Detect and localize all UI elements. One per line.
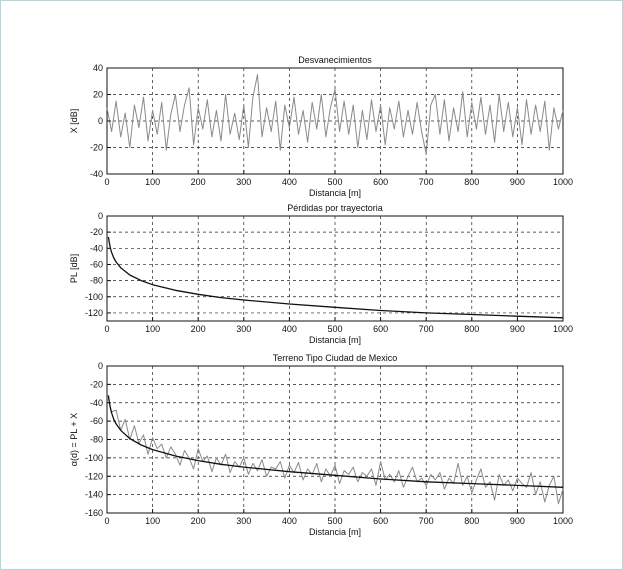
y-tick-label: -80 xyxy=(90,435,103,445)
y-tick-label: -40 xyxy=(90,169,103,179)
x-tick-label: 400 xyxy=(282,177,297,187)
series-line-noise xyxy=(106,74,564,155)
y-tick-label: 40 xyxy=(93,63,103,73)
x-tick-label: 500 xyxy=(327,324,342,334)
x-axis-label: Distancia [m] xyxy=(309,335,361,345)
x-tick-label: 900 xyxy=(510,324,525,334)
x-tick-label: 0 xyxy=(104,516,109,526)
x-tick-label: 1000 xyxy=(553,177,573,187)
x-tick-label: 800 xyxy=(464,516,479,526)
y-tick-label: 0 xyxy=(98,116,103,126)
x-tick-label: 100 xyxy=(145,177,160,187)
chart-title: Pérdidas por trayectoria xyxy=(287,203,383,213)
series-line-curve xyxy=(107,395,564,488)
x-tick-label: 400 xyxy=(282,516,297,526)
x-tick-label: 600 xyxy=(373,177,388,187)
chart-desvanecimientos: 0 100 200 300 400 500 600 700 800 900 1000 -40 -20 0 2… xyxy=(69,55,573,198)
chart-terreno: 0 100 200 300 400 500 600 700 800 900 1000 0 -20 -40 -… xyxy=(69,353,573,537)
y-tick-label: -60 xyxy=(90,259,103,269)
y-tick-label: -60 xyxy=(90,416,103,426)
x-tick-label: 100 xyxy=(145,516,160,526)
x-tick-label: 300 xyxy=(236,177,251,187)
y-tick-label: -160 xyxy=(85,508,103,518)
plot-area xyxy=(106,215,564,322)
y-tick-label: -100 xyxy=(85,292,103,302)
y-axis-label: PL [dB] xyxy=(69,254,79,283)
y-tick-label: -140 xyxy=(85,490,103,500)
x-tick-label: 200 xyxy=(191,324,206,334)
series-line-curve xyxy=(107,236,564,319)
chart-title: Desvanecimientos xyxy=(298,55,372,65)
x-tick-label: 300 xyxy=(236,516,251,526)
y-tick-label: -120 xyxy=(85,471,103,481)
x-tick-label: 500 xyxy=(327,177,342,187)
y-tick-label: -120 xyxy=(85,308,103,318)
y-tick-label: -20 xyxy=(90,227,103,237)
y-tick-label: -40 xyxy=(90,398,103,408)
x-tick-label: 800 xyxy=(464,324,479,334)
series-line-noise xyxy=(107,398,564,505)
chart-perdidas: 0 100 200 300 400 500 600 700 800 900 1000 0 -20 -40 -… xyxy=(69,203,573,345)
x-tick-label: 200 xyxy=(191,177,206,187)
x-tick-label: 1000 xyxy=(553,516,573,526)
y-axis-label: α(d) = PL + X xyxy=(69,413,79,466)
y-axis-label: X [dB] xyxy=(69,109,79,134)
y-tick-label: -20 xyxy=(90,143,103,153)
x-tick-label: 500 xyxy=(327,516,342,526)
x-tick-label: 600 xyxy=(373,324,388,334)
x-tick-label: 300 xyxy=(236,324,251,334)
y-tick-label: -40 xyxy=(90,243,103,253)
x-tick-label: 900 xyxy=(510,516,525,526)
x-tick-label: 700 xyxy=(419,177,434,187)
x-tick-label: 700 xyxy=(419,516,434,526)
y-tick-label: 20 xyxy=(93,90,103,100)
x-tick-label: 0 xyxy=(104,324,109,334)
y-tick-label: -80 xyxy=(90,276,103,286)
y-tick-label: 0 xyxy=(98,361,103,371)
y-tick-label: -100 xyxy=(85,453,103,463)
x-tick-label: 100 xyxy=(145,324,160,334)
x-tick-label: 400 xyxy=(282,324,297,334)
x-axis-label: Distancia [m] xyxy=(309,527,361,537)
x-tick-label: 900 xyxy=(510,177,525,187)
x-axis-label: Distancia [m] xyxy=(309,188,361,198)
chart-title: Terreno Tipo Ciudad de Mexico xyxy=(273,353,398,363)
x-tick-label: 600 xyxy=(373,516,388,526)
y-tick-label: 0 xyxy=(98,211,103,221)
x-tick-label: 800 xyxy=(464,177,479,187)
x-tick-label: 0 xyxy=(104,177,109,187)
x-tick-label: 200 xyxy=(191,516,206,526)
x-tick-label: 700 xyxy=(419,324,434,334)
x-tick-label: 1000 xyxy=(553,324,573,334)
y-tick-label: -20 xyxy=(90,379,103,389)
